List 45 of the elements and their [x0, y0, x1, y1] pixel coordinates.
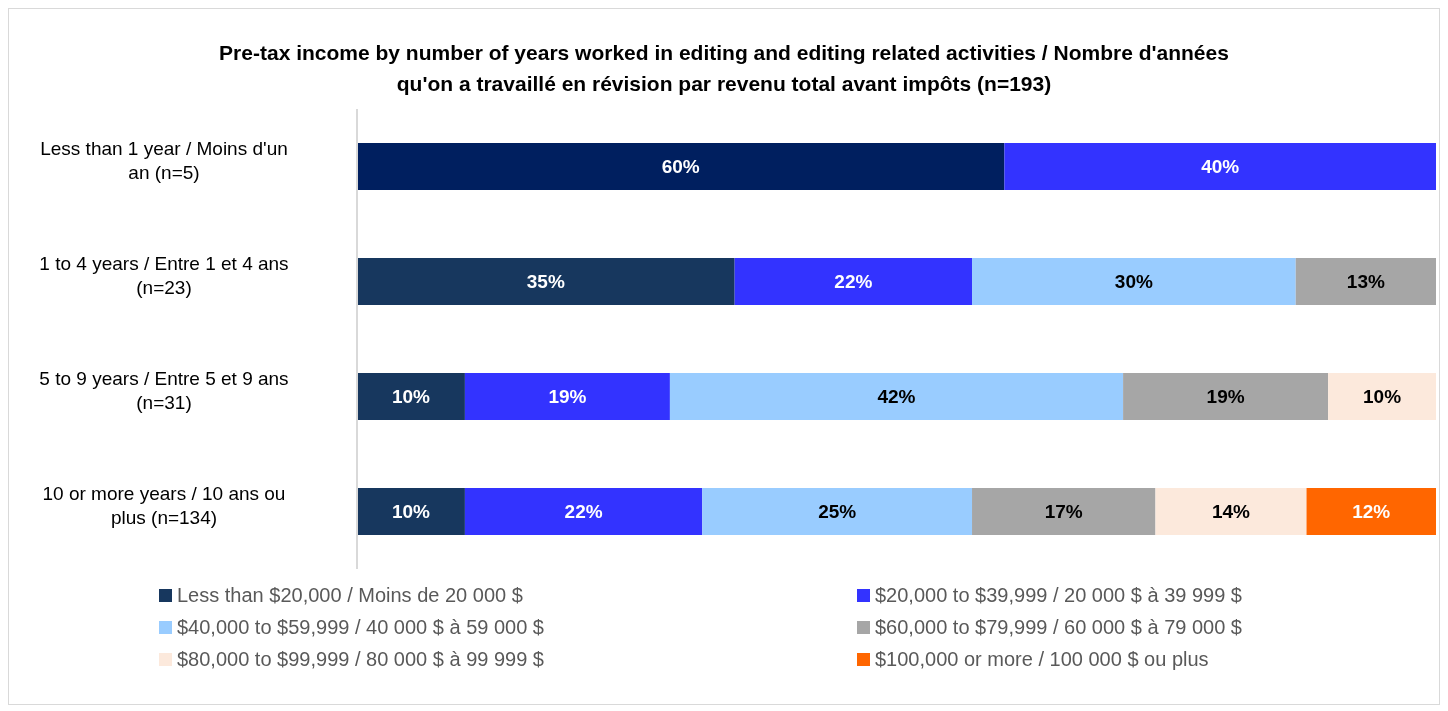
legend-label: $80,000 to $99,999 / 80 000 $ à 99 999 $: [177, 647, 544, 672]
legend-label: $20,000 to $39,999 / 20 000 $ à 39 999 $: [875, 583, 1242, 608]
data-label: 22%: [834, 271, 873, 292]
bar: [357, 258, 735, 305]
chart-title: Pre-tax income by number of years worked in editing and editing related activities / Nombre d'années qu'on a travaillé en révision par revenu total avant impôts (n=193): [218, 40, 1230, 97]
bar: [972, 258, 1296, 305]
bar: [357, 373, 465, 420]
bar: [464, 373, 670, 420]
data-label: 17%: [1044, 501, 1083, 522]
bar: [464, 488, 703, 535]
data-label: 60%: [661, 156, 700, 177]
y-tick-label: 1 to 4 years / Entre 1 et 4 ans (n=23): [39, 252, 289, 298]
bar: [734, 258, 973, 305]
bar: [1295, 258, 1436, 305]
data-label: 10%: [1363, 386, 1402, 407]
bar: [357, 488, 465, 535]
data-label: 35%: [526, 271, 565, 292]
bar: [702, 488, 973, 535]
legend-label: $100,000 or more / 100 000 $ ou plus: [875, 647, 1209, 672]
data-label: 10%: [391, 386, 431, 407]
bar: [1123, 373, 1329, 420]
data-label: 40%: [1201, 156, 1240, 177]
bar: [1155, 488, 1307, 535]
data-label: 19%: [1206, 386, 1245, 407]
data-label: 22%: [564, 501, 603, 522]
data-label: 25%: [818, 501, 857, 522]
data-label: 12%: [1352, 501, 1391, 522]
bar: [972, 488, 1156, 535]
y-tick-label: Less than 1 year / Moins d'un an (n=5): [40, 137, 288, 183]
data-label: 10%: [391, 501, 431, 522]
legend-label: $60,000 to $79,999 / 60 000 $ à 79 000 $: [875, 615, 1242, 640]
bar: [1328, 373, 1436, 420]
legend-label: Less than $20,000 / Moins de 20 000 $: [177, 583, 523, 608]
data-label: 42%: [877, 386, 916, 407]
data-label: 13%: [1346, 271, 1385, 292]
legend-label: $40,000 to $59,999 / 40 000 $ à 59 000 $: [177, 615, 544, 640]
bar: [357, 143, 1005, 190]
bar: [1004, 143, 1436, 190]
bar: [1306, 488, 1436, 535]
data-label: 19%: [548, 386, 587, 407]
bar: [669, 373, 1124, 420]
y-tick-label: 5 to 9 years / Entre 5 et 9 ans (n=31): [39, 367, 289, 413]
data-label: 14%: [1211, 501, 1251, 522]
data-label: 30%: [1114, 271, 1153, 292]
y-tick-label: 10 or more years / 10 ans ou plus (n=134): [42, 482, 286, 528]
